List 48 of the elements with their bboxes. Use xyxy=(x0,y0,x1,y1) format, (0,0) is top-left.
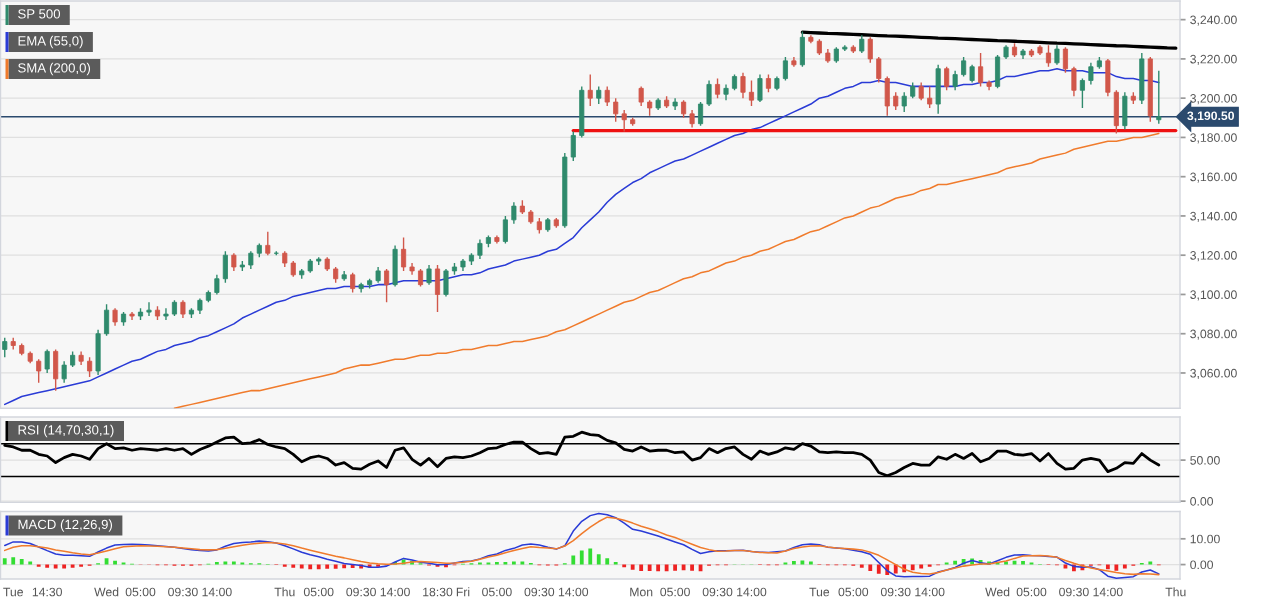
x-tick-label: Tue xyxy=(3,587,23,597)
x-tick-label: Tue xyxy=(809,587,830,597)
x-tick-label: 09:30 xyxy=(346,587,376,597)
x-tick-label: 09:30 xyxy=(702,587,733,597)
x-tick-label: 14:00 xyxy=(737,587,767,597)
x-tick-label: 14:00 xyxy=(380,587,410,597)
legend-label: EMA (55,0) xyxy=(18,35,83,49)
x-tick-label: Mon xyxy=(630,587,653,597)
x-tick-label: Wed xyxy=(985,587,1010,597)
y-tick-label: 0.00 xyxy=(1190,560,1214,570)
y-tick-label: 3,160.00 xyxy=(1190,172,1237,183)
x-tick-label: Fri xyxy=(456,587,470,597)
x-tick-label: 14:00 xyxy=(558,587,589,597)
legend-label: RSI (14,70,30,1) xyxy=(18,424,114,438)
y-tick-label: 50.00 xyxy=(1190,456,1220,465)
y-tick-label: 3,120.00 xyxy=(1190,251,1237,262)
y-tick-label: 3,080.00 xyxy=(1190,329,1237,340)
x-tick-label: 05:00 xyxy=(838,587,869,597)
y-tick-label: 3,140.00 xyxy=(1190,211,1237,222)
legend-label: SMA (200,0) xyxy=(18,62,91,76)
x-tick-label: 05:00 xyxy=(1016,587,1047,597)
x-tick-label: 14:30 xyxy=(32,587,62,597)
y-tick-label: 3,100.00 xyxy=(1190,290,1237,301)
x-tick-label: 14:00 xyxy=(202,587,232,597)
y-tick-label: 3,240.00 xyxy=(1190,15,1237,26)
x-tick-label: 05:00 xyxy=(303,587,334,597)
x-tick-label: 05:00 xyxy=(482,587,512,597)
x-tick-label: 05:00 xyxy=(660,587,690,597)
x-tick-label: Wed xyxy=(94,587,119,597)
y-tick-label: 3,200.00 xyxy=(1190,94,1237,105)
x-tick-label: 18:30 xyxy=(423,587,453,597)
legend-label: MACD (12,26,9) xyxy=(18,519,113,532)
x-tick-label: 14:00 xyxy=(915,587,945,597)
y-tick-label: 3,180.00 xyxy=(1190,133,1237,144)
ref-line-label: 3,190.50 xyxy=(1187,111,1235,122)
y-tick-label: 10.00 xyxy=(1190,534,1220,544)
x-tick-label: 09:30 xyxy=(524,587,555,597)
x-tick-label: 09:30 xyxy=(168,587,198,597)
x-tick-label: 09:30 xyxy=(1059,587,1089,597)
y-tick-label: 0.00 xyxy=(1190,497,1214,506)
y-tick-label: 3,220.00 xyxy=(1190,54,1237,65)
legend-label: SP 500 xyxy=(18,9,61,19)
x-tick-label: Thu xyxy=(1165,587,1186,597)
y-tick-label: 3,060.00 xyxy=(1190,368,1237,379)
x-tick-label: 09:30 xyxy=(880,587,911,597)
x-tick-label: 14:00 xyxy=(1093,587,1123,597)
x-tick-label: Thu xyxy=(274,587,295,597)
x-tick-label: 05:00 xyxy=(125,587,156,597)
